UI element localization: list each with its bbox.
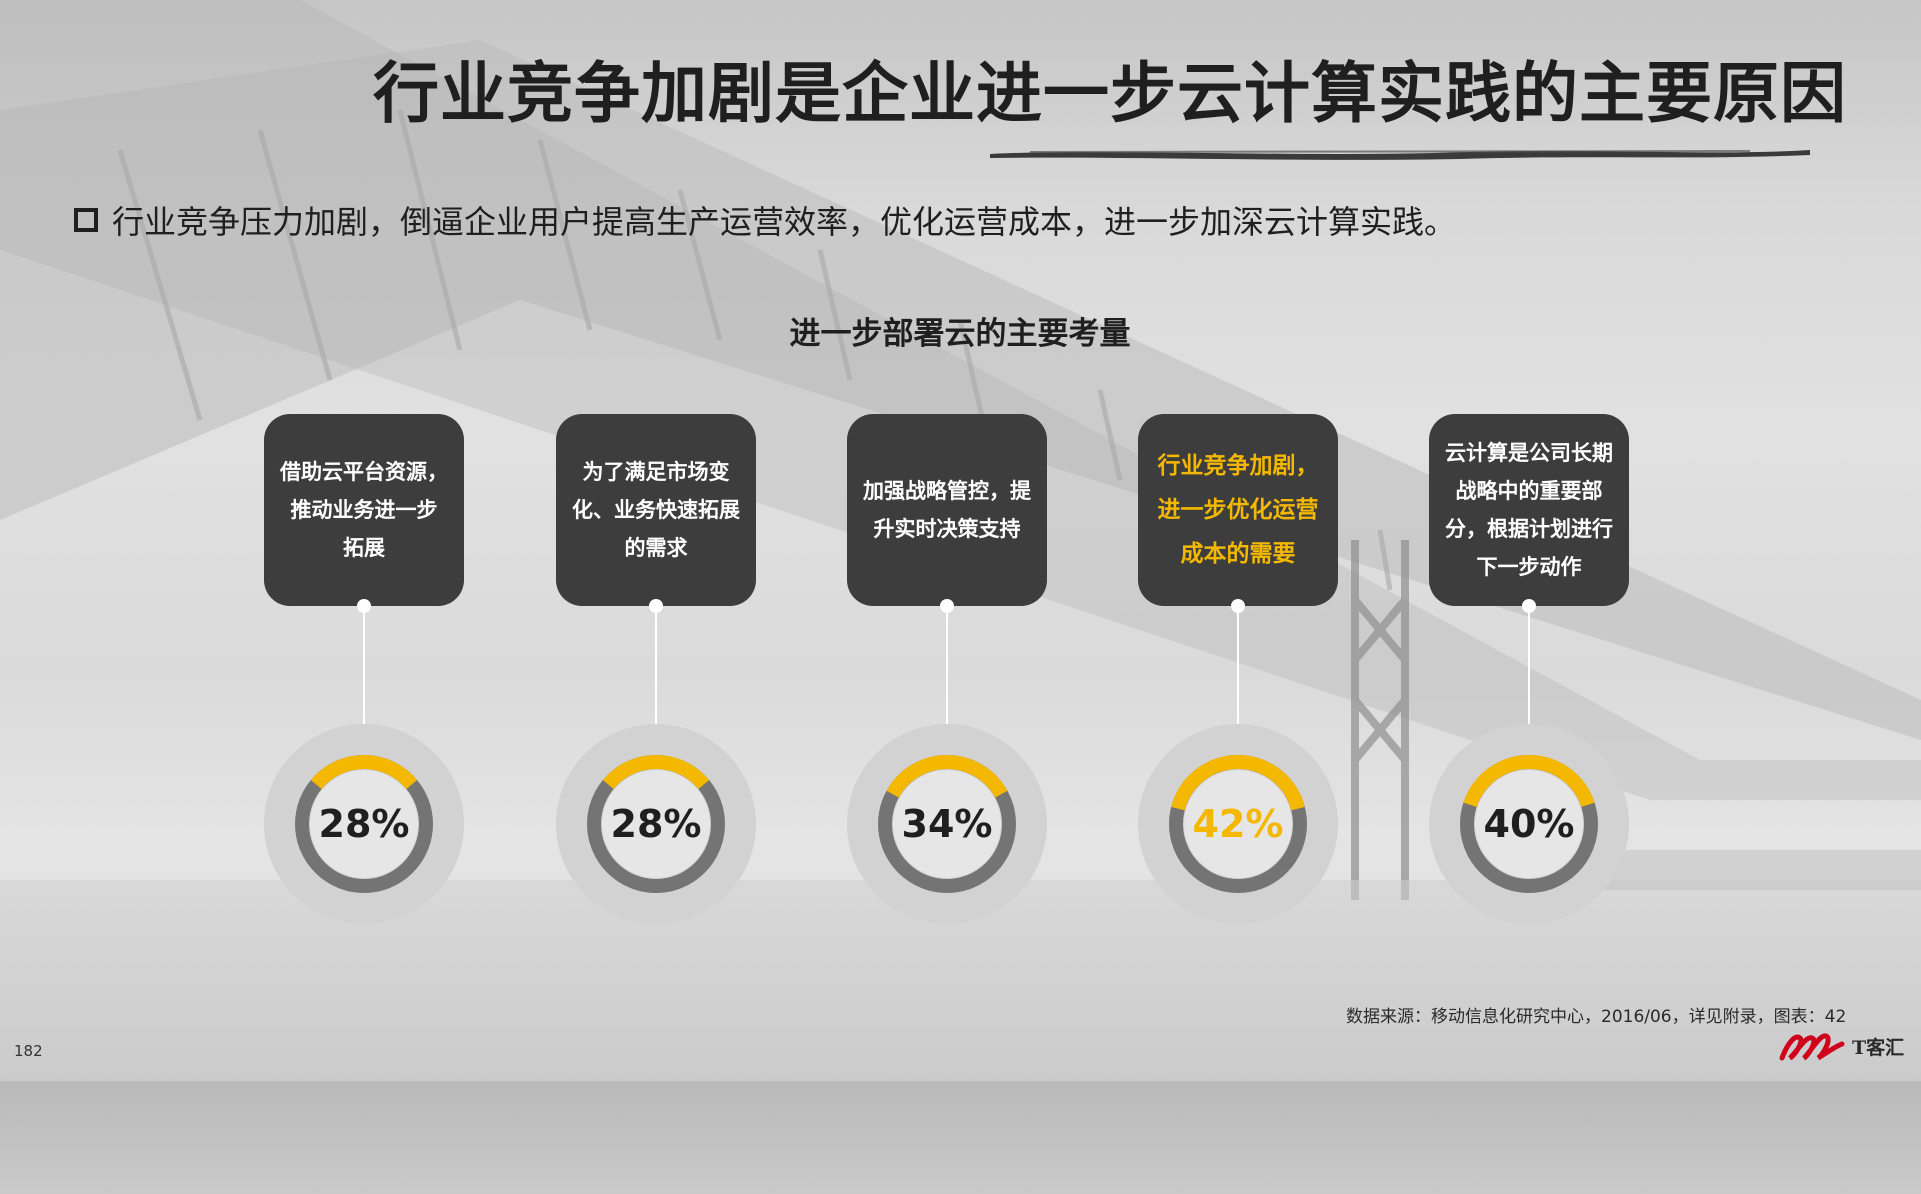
donut-inner-disc bbox=[310, 770, 418, 878]
factor-label: 为了满足市场变 化、业务快速拓展 的需求 bbox=[572, 460, 740, 560]
factor-item: 加强战略管控，提 升实时决策支持 34% bbox=[847, 414, 1047, 1194]
donut-value: 42% bbox=[1192, 802, 1284, 846]
factor-card: 行业竞争加剧， 进一步优化运营 成本的需要 bbox=[1138, 414, 1338, 606]
factor-label: 行业竞争加剧， 进一步优化运营 成本的需要 bbox=[1157, 453, 1319, 567]
donut-inner-disc bbox=[602, 770, 710, 878]
donut-value-arc bbox=[310, 755, 418, 790]
donut-value: 28% bbox=[318, 802, 410, 846]
donut-chart bbox=[556, 724, 756, 924]
donut-value: 34% bbox=[901, 802, 993, 846]
connector-line bbox=[946, 613, 948, 737]
donut-inner-disc bbox=[1475, 770, 1583, 878]
logo-mark-icon bbox=[1779, 1033, 1845, 1061]
donut-chart bbox=[264, 724, 464, 924]
factor-card: 借助云平台资源， 推动业务进一步 拓展 bbox=[264, 414, 464, 606]
connector-dot bbox=[357, 599, 371, 613]
donut-value-arc bbox=[1171, 755, 1305, 811]
donut-chart bbox=[1429, 724, 1629, 924]
factor-item: 借助云平台资源， 推动业务进一步 拓展 28% bbox=[264, 414, 464, 1194]
factor-label: 借助云平台资源， 推动业务进一步 拓展 bbox=[280, 460, 448, 560]
brush-underline bbox=[990, 150, 1810, 160]
factor-card: 云计算是公司长期 战略中的重要部 分，根据计划进行 下一步动作 bbox=[1429, 414, 1629, 606]
connector-dot bbox=[1522, 599, 1536, 613]
connector-dot bbox=[1231, 599, 1245, 613]
factor-label: 云计算是公司长期 战略中的重要部 分，根据计划进行 下一步动作 bbox=[1445, 441, 1613, 579]
donut-value-arc bbox=[1463, 754, 1595, 808]
connector-line bbox=[363, 613, 365, 737]
bullet-text: 行业竞争压力加剧，倒逼企业用户提高生产运营效率，优化运营成本，进一步加深云计算实… bbox=[112, 203, 1457, 241]
page-number: 182 bbox=[14, 1042, 43, 1060]
bullet-row: 行业竞争压力加剧，倒逼企业用户提高生产运营效率，优化运营成本，进一步加深云计算实… bbox=[74, 196, 1456, 244]
connector-line bbox=[655, 613, 657, 737]
donut-chart bbox=[1138, 724, 1338, 924]
factor-card: 加强战略管控，提 升实时决策支持 bbox=[847, 414, 1047, 606]
donut-value: 28% bbox=[610, 802, 702, 846]
factor-card: 为了满足市场变 化、业务快速拓展 的需求 bbox=[556, 414, 756, 606]
factor-item: 云计算是公司长期 战略中的重要部 分，根据计划进行 下一步动作 40% bbox=[1429, 414, 1629, 1194]
logo-text: T客汇 bbox=[1852, 1036, 1905, 1059]
section-subtitle: 进一步部署云的主要考量 bbox=[789, 316, 1131, 352]
connector-line bbox=[1528, 613, 1530, 737]
connector-dot bbox=[649, 599, 663, 613]
donut-inner-disc bbox=[893, 770, 1001, 878]
connector-dot bbox=[940, 599, 954, 613]
factor-label: 加强战略管控，提 升实时决策支持 bbox=[863, 479, 1031, 541]
donut-chart bbox=[847, 724, 1047, 924]
bullet-square-icon bbox=[74, 208, 98, 232]
brand-logo: T客汇 bbox=[1778, 1028, 1904, 1064]
donut-value-arc bbox=[886, 755, 1008, 798]
donut-value: 40% bbox=[1483, 802, 1575, 846]
page-title: 行业竞争加剧是企业进一步云计算实践的主要原因 bbox=[373, 55, 1847, 132]
factor-item: 为了满足市场变 化、业务快速拓展 的需求 28% bbox=[556, 414, 756, 1194]
data-source-note: 数据来源：移动信息化研究中心，2016/06，详见附录，图表：42 bbox=[1346, 1007, 1847, 1027]
donut-inner-disc bbox=[1184, 770, 1292, 878]
donut-value-arc bbox=[602, 755, 710, 790]
factor-item: 行业竞争加剧， 进一步优化运营 成本的需要 42% bbox=[1138, 414, 1338, 1194]
connector-line bbox=[1237, 613, 1239, 737]
